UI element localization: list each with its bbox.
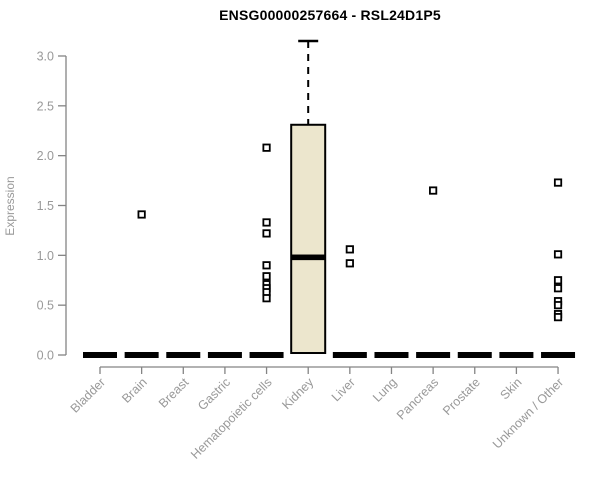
x-tick-label: Prostate (440, 375, 483, 418)
flat-median-bar (124, 352, 159, 358)
flat-median-bar (207, 352, 242, 358)
boxplot-pancreas (416, 186, 451, 358)
y-tick-label: 2.0 (37, 149, 54, 163)
boxplot-skin (499, 352, 534, 358)
boxplot-gastric (207, 352, 242, 358)
flat-median-bar (332, 352, 367, 358)
outlier-point (137, 210, 146, 219)
y-tick-label: 3.0 (37, 49, 54, 63)
flat-median-bar (416, 352, 451, 358)
boxplot-lung (374, 352, 409, 358)
boxplot-liver (332, 245, 367, 358)
outlier-point (262, 261, 271, 270)
y-tick-label: 1.5 (37, 199, 54, 213)
x-tick-label: Gastric (195, 375, 233, 413)
outlier-point (553, 250, 563, 259)
flat-median-bar (499, 352, 534, 358)
boxplot-unknown-other (541, 178, 576, 358)
flat-median-bar (83, 352, 117, 358)
outlier-point (553, 284, 563, 293)
x-tick-label: Brain (119, 375, 150, 406)
y-tick-label: 0.5 (37, 299, 54, 313)
outlier-point (345, 245, 354, 254)
y-axis-label: Expression (3, 176, 17, 235)
outlier-point (262, 218, 271, 227)
boxplot-hematopoietic-cells (249, 143, 284, 358)
outlier-point (429, 186, 438, 195)
outlier-point (262, 294, 271, 303)
outlier-point (553, 301, 563, 310)
x-tick-label: Liver (329, 375, 358, 404)
flat-median-bar (457, 352, 492, 358)
flat-median-bar (541, 352, 576, 358)
outlier-point (553, 313, 563, 322)
outlier-point (262, 272, 271, 281)
y-tick-label: 1.0 (37, 249, 54, 263)
x-tick-label: Pancreas (394, 375, 441, 422)
outlier-point (262, 229, 271, 238)
flat-median-bar (374, 352, 409, 358)
boxplot-brain (124, 210, 159, 358)
flat-median-bar (249, 352, 284, 358)
x-tick-label: Skin (497, 375, 524, 402)
median-line (291, 254, 326, 261)
x-tick-label: Lung (370, 375, 400, 405)
boxplot-prostate (457, 352, 492, 358)
x-tick-label: Bladder (68, 375, 108, 415)
x-tick-label: Breast (156, 375, 192, 411)
boxplot-bladder (83, 352, 117, 358)
iqr-box (290, 123, 327, 355)
boxplot-breast (166, 352, 201, 358)
x-tick-label: Hematopoietic cells (188, 375, 275, 462)
flat-median-bar (166, 352, 201, 358)
outlier-point (262, 143, 271, 152)
outlier-point (553, 276, 563, 285)
y-tick-label: 0.0 (37, 349, 54, 363)
outlier-point (553, 178, 563, 187)
boxplot-kidney (290, 39, 327, 355)
y-tick-label: 2.5 (37, 99, 54, 113)
x-tick-label: Unknown / Other (490, 375, 566, 451)
chart-title: ENSG00000257664 - RSL24D1P5 (219, 7, 441, 23)
box-layer (83, 39, 576, 358)
x-tick-label: Kidney (279, 375, 316, 412)
outlier-point (345, 259, 354, 268)
